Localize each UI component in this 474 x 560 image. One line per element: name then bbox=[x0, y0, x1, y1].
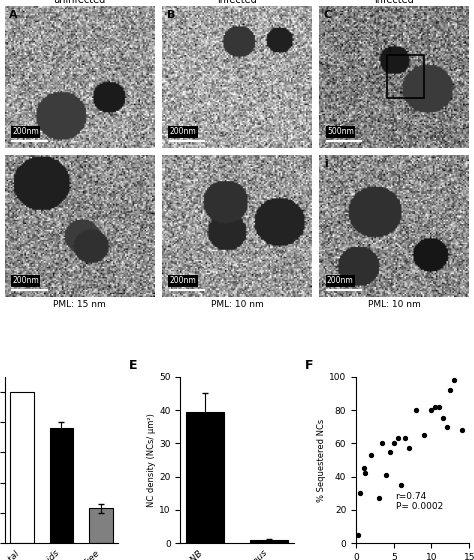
Point bbox=[428, 405, 435, 414]
Text: r=0.74
P= 0.0002: r=0.74 P= 0.0002 bbox=[396, 492, 443, 511]
Point bbox=[394, 434, 401, 443]
Point bbox=[450, 376, 458, 385]
X-axis label: PML: 10 nm: PML: 10 nm bbox=[210, 300, 264, 309]
Text: 200nm: 200nm bbox=[12, 127, 39, 136]
Point bbox=[458, 426, 465, 435]
Bar bbox=[10, 392, 34, 543]
Text: C: C bbox=[324, 10, 332, 20]
Text: i: i bbox=[324, 159, 328, 169]
Title: uninfected: uninfected bbox=[54, 0, 106, 5]
Point bbox=[356, 489, 364, 498]
Point bbox=[412, 405, 420, 414]
Text: A: A bbox=[9, 10, 18, 20]
X-axis label: PML: 10 nm: PML: 10 nm bbox=[368, 300, 421, 309]
Text: 200nm: 200nm bbox=[170, 127, 196, 136]
Text: 200nm: 200nm bbox=[327, 277, 354, 286]
Point bbox=[431, 402, 439, 411]
Bar bbox=[387, 55, 424, 98]
Point bbox=[435, 402, 443, 411]
Bar bbox=[49, 428, 73, 543]
Bar bbox=[89, 508, 113, 543]
Point bbox=[439, 414, 447, 423]
Y-axis label: NC density (NCs/ μm²): NC density (NCs/ μm²) bbox=[147, 413, 156, 507]
Point bbox=[361, 469, 369, 478]
Point bbox=[401, 434, 409, 443]
Point bbox=[386, 447, 394, 456]
Text: E: E bbox=[129, 358, 138, 371]
Point bbox=[398, 480, 405, 489]
Bar bbox=[250, 540, 289, 543]
Point bbox=[360, 464, 367, 473]
Text: i: i bbox=[388, 45, 391, 54]
Point bbox=[447, 386, 454, 395]
Point bbox=[379, 439, 386, 448]
Point bbox=[390, 439, 398, 448]
Text: F: F bbox=[305, 358, 313, 371]
Y-axis label: % Sequestered NCs: % Sequestered NCs bbox=[317, 418, 326, 502]
Title: infected: infected bbox=[217, 0, 257, 5]
Point bbox=[383, 470, 390, 479]
Title: infected: infected bbox=[374, 0, 414, 5]
Point bbox=[405, 444, 413, 453]
Text: 500nm: 500nm bbox=[327, 127, 354, 136]
Text: 200nm: 200nm bbox=[12, 277, 39, 286]
X-axis label: PML: 15 nm: PML: 15 nm bbox=[53, 300, 106, 309]
Point bbox=[355, 530, 362, 539]
Point bbox=[367, 451, 375, 460]
Point bbox=[375, 494, 383, 503]
Text: 200nm: 200nm bbox=[170, 277, 196, 286]
Text: B: B bbox=[166, 10, 175, 20]
Bar bbox=[185, 412, 224, 543]
Point bbox=[443, 422, 450, 431]
Point bbox=[420, 431, 428, 440]
